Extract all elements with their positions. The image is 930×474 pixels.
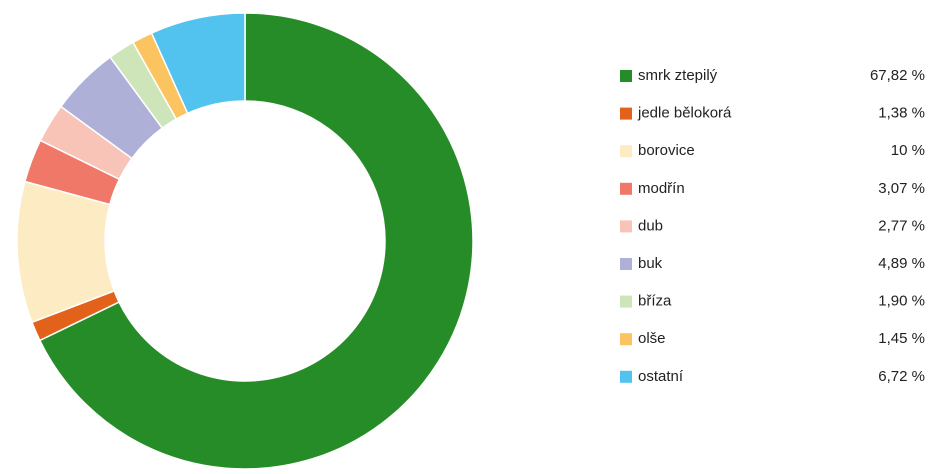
value-label: 10 % bbox=[891, 142, 925, 159]
legend-swatch bbox=[620, 70, 632, 82]
legend-label: borovice bbox=[638, 142, 695, 159]
legend-label: olše bbox=[638, 330, 666, 347]
legend-label: modřín bbox=[638, 180, 685, 197]
legend-swatch bbox=[620, 370, 632, 383]
legend-swatch bbox=[620, 295, 632, 308]
legend-swatch bbox=[620, 145, 632, 158]
legend-label: bříza bbox=[638, 293, 672, 310]
value-label: 1,38 % bbox=[878, 105, 925, 122]
legend-label: ostatní bbox=[638, 368, 684, 385]
legend-label: buk bbox=[638, 255, 663, 272]
value-label: 1,45 % bbox=[878, 330, 925, 347]
donut-slice bbox=[150, 12, 246, 115]
legend-swatch bbox=[620, 107, 632, 120]
legend-swatch bbox=[620, 258, 632, 270]
value-label: 3,07 % bbox=[878, 180, 925, 197]
value-label: 4,89 % bbox=[878, 255, 925, 272]
legend-label: jedle bělokorá bbox=[637, 105, 732, 122]
value-label: 67,82 % bbox=[870, 67, 925, 84]
legend-swatch bbox=[620, 333, 632, 346]
legend-label: dub bbox=[638, 217, 663, 234]
legend-swatch bbox=[620, 220, 632, 233]
value-label: 1,90 % bbox=[878, 293, 925, 310]
value-label: 2,77 % bbox=[878, 217, 925, 234]
legend-swatch bbox=[620, 182, 632, 195]
value-label: 6,72 % bbox=[878, 368, 925, 385]
legend-label: smrk ztepilý bbox=[638, 67, 718, 84]
donut-slice bbox=[38, 12, 474, 470]
